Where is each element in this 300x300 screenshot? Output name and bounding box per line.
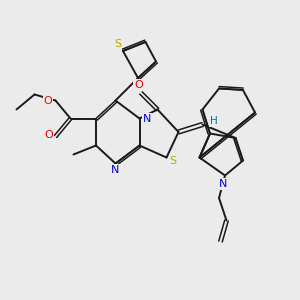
Text: S: S [114, 39, 121, 50]
Text: H: H [210, 116, 218, 126]
Text: N: N [218, 179, 227, 189]
Text: N: N [143, 113, 151, 124]
Text: S: S [169, 156, 177, 166]
Text: O: O [134, 80, 143, 90]
Text: O: O [44, 95, 52, 106]
Text: O: O [44, 130, 53, 140]
Text: N: N [111, 165, 120, 175]
